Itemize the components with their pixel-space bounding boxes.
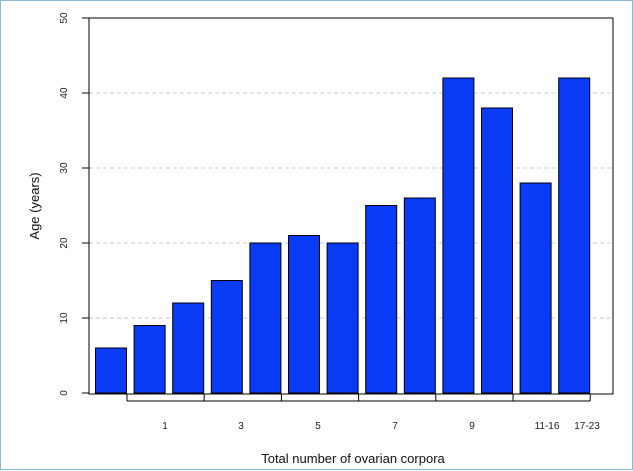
bar-11	[519, 182, 552, 394]
bars	[95, 77, 591, 394]
x-tick-label-2: 5	[315, 421, 321, 432]
bar-4	[249, 242, 282, 394]
bar-8	[403, 197, 436, 394]
y-axis-label: Age (years)	[27, 172, 42, 239]
x-axis: 1 3 5 7 9 11-16 17-23	[126, 394, 600, 432]
bar-5	[288, 235, 320, 394]
x-tick-label-4: 9	[469, 421, 475, 432]
y-tick-label-1: 10	[59, 312, 70, 324]
bar-6	[326, 242, 359, 394]
bar-12	[558, 77, 591, 394]
y-tick-label-3: 30	[59, 162, 70, 174]
y-axis: 0 10 20 30 40 50	[59, 12, 89, 396]
bar-9	[442, 77, 475, 394]
bar-10	[481, 107, 513, 394]
y-tick-label-0: 0	[59, 390, 70, 396]
x-tick-label-5: 11-16	[535, 421, 560, 432]
x-tick-label-1: 3	[238, 421, 244, 432]
x-tick-label-6: 17-23	[574, 421, 600, 432]
y-tick-label-4: 40	[59, 87, 70, 99]
bar-2	[172, 302, 205, 394]
x-tick-label-0: 1	[162, 421, 168, 432]
plot-border	[88, 17, 614, 395]
bar-0	[95, 347, 127, 394]
y-tick-label-5: 50	[59, 12, 70, 24]
x-axis-label: Total number of ovarian corpora	[261, 451, 445, 466]
bar-7	[365, 205, 398, 394]
y-tick-label-2: 20	[59, 237, 70, 249]
bar-1	[133, 325, 166, 394]
bar-3	[210, 280, 243, 394]
x-tick-label-3: 7	[392, 421, 398, 432]
